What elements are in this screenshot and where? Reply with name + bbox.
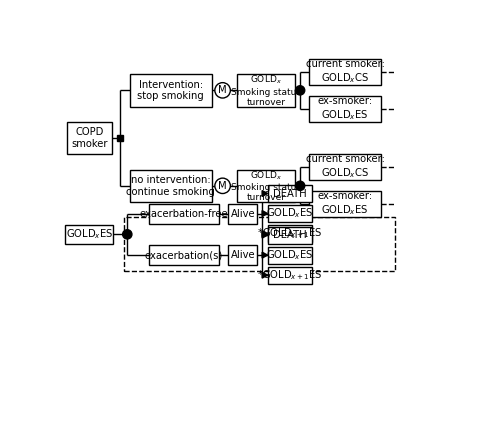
Text: GOLD$_x$
Smoking status
turnover: GOLD$_x$ Smoking status turnover [230, 169, 301, 203]
Bar [149, 245, 218, 265]
Circle shape [214, 83, 230, 98]
Text: Intervention:
stop smoking: Intervention: stop smoking [137, 79, 204, 101]
Text: Alive: Alive [230, 209, 255, 219]
Bar [67, 122, 111, 154]
Text: ex-smoker:
GOLD$_x$ES: ex-smoker: GOLD$_x$ES [317, 191, 372, 217]
Bar [124, 217, 394, 270]
Text: COPD
smoker: COPD smoker [71, 127, 107, 149]
Text: M: M [218, 86, 227, 95]
Text: DEATH: DEATH [272, 188, 306, 199]
Text: *GOLD$_{x+1}$ES: *GOLD$_{x+1}$ES [257, 227, 322, 241]
Polygon shape [261, 232, 267, 238]
Bar [267, 225, 312, 242]
Text: GOLD$_x$ES: GOLD$_x$ES [266, 206, 313, 220]
Polygon shape [261, 252, 267, 258]
Bar [267, 247, 312, 264]
Bar [309, 96, 380, 122]
Circle shape [214, 178, 230, 194]
Bar [129, 170, 212, 202]
Bar [309, 59, 380, 85]
Text: *GOLD$_{x+1}$ES: *GOLD$_{x+1}$ES [257, 268, 322, 282]
Bar [237, 74, 294, 107]
Bar [227, 203, 257, 223]
Text: current smoker:
GOLD$_x$CS: current smoker: GOLD$_x$CS [305, 155, 384, 180]
Text: M: M [218, 181, 227, 191]
Polygon shape [261, 210, 267, 216]
Bar [237, 170, 294, 202]
Bar [65, 225, 113, 244]
Text: exacerbation(s): exacerbation(s) [144, 250, 223, 260]
Text: no intervention:
continue smoking: no intervention: continue smoking [126, 175, 215, 197]
Bar [309, 154, 380, 181]
Polygon shape [261, 272, 267, 278]
Bar [267, 205, 312, 222]
Text: ex-smoker:
GOLD$_x$ES: ex-smoker: GOLD$_x$ES [317, 96, 372, 122]
Text: Alive: Alive [230, 250, 255, 260]
Circle shape [122, 230, 132, 239]
Text: GOLD$_x$ES: GOLD$_x$ES [266, 248, 313, 262]
Circle shape [295, 86, 304, 95]
Bar [117, 135, 123, 141]
Bar [149, 203, 218, 223]
Polygon shape [261, 231, 267, 237]
Circle shape [295, 181, 304, 191]
Text: exacerbation-free: exacerbation-free [139, 209, 227, 219]
Bar [309, 191, 380, 217]
Bar [129, 74, 212, 107]
Text: DEATH: DEATH [272, 230, 306, 240]
Text: GOLD$_x$ES: GOLD$_x$ES [65, 227, 113, 241]
Bar [267, 227, 312, 244]
Text: current smoker:
GOLD$_x$CS: current smoker: GOLD$_x$CS [305, 59, 384, 85]
Bar [267, 185, 312, 202]
Text: GOLD$_x$
Smoking status
turnover: GOLD$_x$ Smoking status turnover [230, 74, 301, 107]
Bar [267, 267, 312, 284]
Bar [227, 245, 257, 265]
Polygon shape [261, 191, 267, 197]
